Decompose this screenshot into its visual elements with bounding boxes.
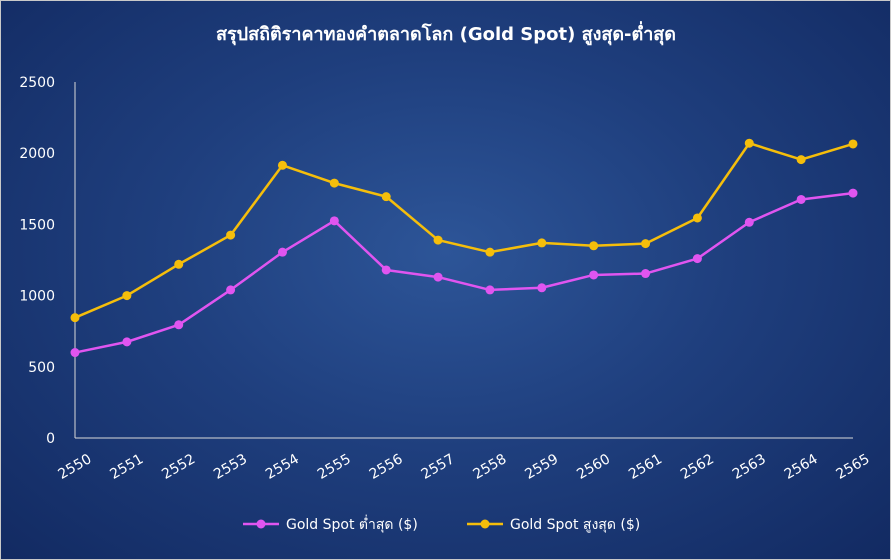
data-point	[433, 235, 443, 245]
series-line	[74, 191, 854, 354]
y-tick-label: 500	[28, 360, 55, 376]
data-point	[692, 213, 702, 223]
legend-swatch-marker	[480, 519, 490, 529]
data-point	[329, 178, 339, 188]
data-point	[537, 283, 547, 293]
data-point	[744, 217, 754, 227]
chart-title: สรุปสถิติราคาทองคำตลาดโลก (Gold Spot) สู…	[216, 21, 676, 46]
data-point	[329, 216, 339, 226]
y-tick-label: 2500	[19, 75, 55, 91]
data-point	[433, 272, 443, 282]
data-point	[122, 337, 132, 347]
series-line	[74, 141, 854, 319]
series-low	[70, 188, 858, 358]
data-point	[381, 265, 391, 275]
data-point	[537, 238, 547, 248]
x-tick-label: 2564	[782, 451, 821, 483]
legend-label: Gold Spot สูงสุด ($)	[510, 517, 640, 533]
data-point	[226, 230, 236, 240]
x-tick-label: 2550	[56, 451, 95, 483]
x-tick-label: 2565	[834, 451, 873, 483]
data-point	[122, 291, 132, 301]
legend-label: Gold Spot ต่ำสุด ($)	[286, 515, 418, 533]
data-point	[848, 139, 858, 149]
data-point	[277, 160, 287, 170]
y-tick-label: 2000	[19, 146, 55, 162]
legend-item: Gold Spot ต่ำสุด ($)	[243, 515, 418, 533]
data-point	[226, 285, 236, 295]
data-point	[277, 247, 287, 257]
data-point	[796, 155, 806, 165]
series-high	[70, 138, 858, 323]
x-tick-label: 2563	[730, 451, 769, 483]
data-point	[641, 269, 651, 279]
x-tick-label: 2556	[367, 451, 406, 483]
x-tick-label: 2553	[211, 451, 250, 483]
data-point	[381, 192, 391, 202]
x-tick-label: 2552	[159, 451, 198, 483]
legend: Gold Spot ต่ำสุด ($) Gold Spot สูงสุด ($)	[243, 515, 640, 533]
data-point	[848, 188, 858, 198]
x-tick-label: 2558	[471, 451, 510, 483]
data-point	[70, 313, 80, 323]
data-point	[641, 239, 651, 249]
x-tick-label: 2557	[419, 451, 458, 483]
data-point	[174, 259, 184, 269]
x-tick-label: 2554	[263, 451, 302, 483]
y-tick-label: 1500	[19, 217, 55, 233]
x-tick-label: 2562	[678, 451, 717, 483]
data-point	[692, 254, 702, 264]
data-point	[796, 194, 806, 204]
data-point	[174, 320, 184, 330]
data-point	[485, 285, 495, 295]
x-tick-label: 2559	[522, 451, 561, 483]
y-tick-label: 1000	[19, 289, 55, 305]
series-layer	[70, 138, 858, 358]
legend-swatch-marker	[256, 519, 266, 529]
x-tick-label: 2551	[107, 451, 146, 483]
data-point	[744, 138, 754, 148]
legend-item: Gold Spot สูงสุด ($)	[467, 517, 640, 533]
data-point	[70, 348, 80, 358]
x-tick-label: 2561	[626, 451, 665, 483]
data-point	[485, 247, 495, 257]
y-tick-label: 0	[46, 431, 55, 447]
x-tick-label: 2555	[315, 451, 354, 483]
data-point	[589, 241, 599, 251]
x-tick-label: 2560	[574, 451, 613, 483]
data-point	[589, 270, 599, 280]
